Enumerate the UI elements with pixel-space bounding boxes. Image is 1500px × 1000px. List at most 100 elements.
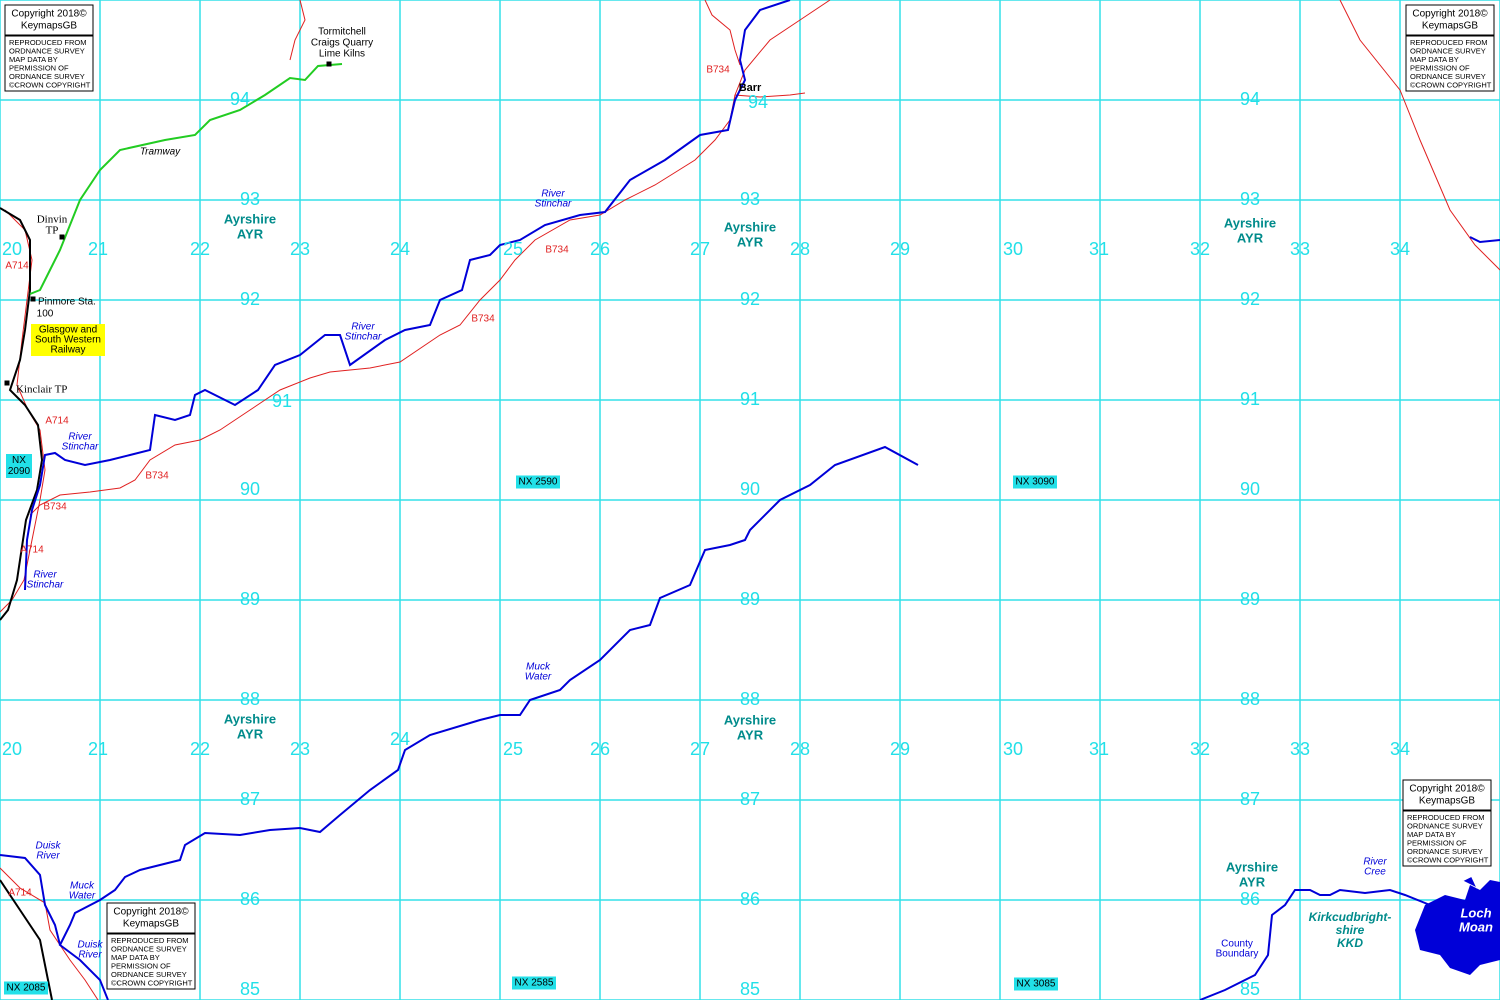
copyright-brand: KeymapsGB <box>21 21 77 32</box>
river-label: Duisk <box>77 940 103 951</box>
northing-label: 92 <box>1240 289 1260 309</box>
northing-label: 94 <box>748 92 768 112</box>
northing-label: 90 <box>1240 479 1260 499</box>
road <box>1339 0 1500 271</box>
county-code: AYR <box>1237 230 1264 245</box>
copyright-notice-box <box>1405 35 1495 92</box>
county-name: Ayrshire <box>724 219 776 234</box>
river-label: River <box>33 570 57 581</box>
copyright-notice: ORDNANCE SURVEY <box>111 944 187 953</box>
easting-label: 30 <box>1003 739 1023 759</box>
northing-label: 92 <box>240 289 260 309</box>
road-label: A714 <box>5 261 29 272</box>
easting-label: 22 <box>190 239 210 259</box>
copyright-box <box>106 902 196 934</box>
river-label: Stinchar <box>535 199 572 210</box>
easting-label: 22 <box>190 739 210 759</box>
copyright-notice: PERMISSION OF <box>111 961 171 970</box>
northing-label: 93 <box>740 189 760 209</box>
easting-label: 24 <box>390 729 410 749</box>
copyright-notice: PERMISSION OF <box>1407 838 1467 847</box>
copyright-year: Copyright 2018© <box>113 907 189 918</box>
tramway <box>29 63 343 295</box>
river-label: River <box>1363 857 1387 868</box>
road-label: A714 <box>20 545 44 556</box>
river-label: Water <box>525 672 552 683</box>
copyright-notice: ORDNANCE SURVEY <box>1407 847 1483 856</box>
county-name: Ayrshire <box>224 211 276 226</box>
place-label: Tormitchell <box>318 27 366 38</box>
place-label: Craigs Quarry <box>311 38 373 49</box>
northing-label: 88 <box>240 689 260 709</box>
easting-label: 24 <box>390 239 410 259</box>
copyright-notice: ©CROWN COPYRIGHT <box>1407 855 1489 864</box>
northing-label: 87 <box>240 789 260 809</box>
river-label: River <box>541 189 565 200</box>
copyright-notice: ORDNANCE SURVEY <box>1410 46 1486 55</box>
easting-label: 20 <box>2 739 22 759</box>
road-label: B734 <box>145 471 169 482</box>
grid-square-label: NX 3085 <box>1017 979 1056 990</box>
northing-label: 85 <box>740 979 760 999</box>
place-label: Barr <box>739 82 762 94</box>
copyright-notice: MAP DATA BY <box>111 953 160 962</box>
northing-label: 89 <box>1240 589 1260 609</box>
grid-square-box <box>512 976 556 990</box>
easting-label: 29 <box>890 739 910 759</box>
river <box>1469 236 1500 244</box>
river-label: Stinchar <box>27 580 64 591</box>
county-code: AYR <box>237 226 264 241</box>
easting-label: 21 <box>88 739 108 759</box>
place-label: TP <box>46 225 59 237</box>
northing-label: 91 <box>740 389 760 409</box>
northing-label: 86 <box>740 889 760 909</box>
grid-square-label: NX 2085 <box>7 983 46 994</box>
road-label: A714 <box>45 416 69 427</box>
northing-label: 91 <box>1240 389 1260 409</box>
place-label: 100 <box>37 309 54 320</box>
grid-square-box <box>516 475 560 489</box>
county-code: AYR <box>737 234 764 249</box>
easting-label: 28 <box>790 739 810 759</box>
easting-label: 27 <box>690 239 710 259</box>
copyright-notice: ©CROWN COPYRIGHT <box>1410 80 1492 89</box>
labels: 20 21 22 23 24 25 26 27 28 29 30 31 32 33 34 20 21 22 23 24… <box>2 4 1495 999</box>
easting-label: 27 <box>690 739 710 759</box>
grid-square-label: NX 2590 <box>519 477 558 488</box>
northing-label: 86 <box>240 889 260 909</box>
northing-label: 86 <box>1240 889 1260 909</box>
river-label: River <box>351 322 375 333</box>
copyright-brand: KeymapsGB <box>1422 21 1478 32</box>
copyright-notice: REPRODUCED FROM <box>1410 38 1488 47</box>
place-label: Railway <box>50 345 85 356</box>
grid-square-box <box>1014 977 1058 991</box>
copyright-notice: ORDNANCE SURVEY <box>1407 821 1483 830</box>
northing-label: 94 <box>230 89 250 109</box>
northing-label: 87 <box>1240 789 1260 809</box>
easting-label: 26 <box>590 739 610 759</box>
river-label: Muck <box>70 881 95 892</box>
place-label: County <box>1221 939 1253 950</box>
northing-label: 94 <box>1240 89 1260 109</box>
northing-label: 90 <box>240 479 260 499</box>
road-label: A714 <box>8 888 32 899</box>
river-label: Cree <box>1364 867 1386 878</box>
railway <box>0 207 44 621</box>
road-label: B734 <box>706 65 730 76</box>
northing-label: 85 <box>240 979 260 999</box>
place-label: Lime Kilns <box>319 49 365 60</box>
river <box>58 445 919 1000</box>
easting-label: 25 <box>503 739 523 759</box>
road <box>0 867 99 1000</box>
copyright-notice: ORDNANCE SURVEY <box>9 72 85 81</box>
river <box>1199 888 1431 1000</box>
county-code: AYR <box>737 727 764 742</box>
road-label: B734 <box>545 245 569 256</box>
grid-square-label: 2090 <box>8 466 31 477</box>
northing-label: 90 <box>740 479 760 499</box>
copyright-box <box>1402 779 1492 811</box>
place-label: Kinclair TP <box>16 384 67 396</box>
northing-label: 92 <box>740 289 760 309</box>
easting-label: 20 <box>2 239 22 259</box>
